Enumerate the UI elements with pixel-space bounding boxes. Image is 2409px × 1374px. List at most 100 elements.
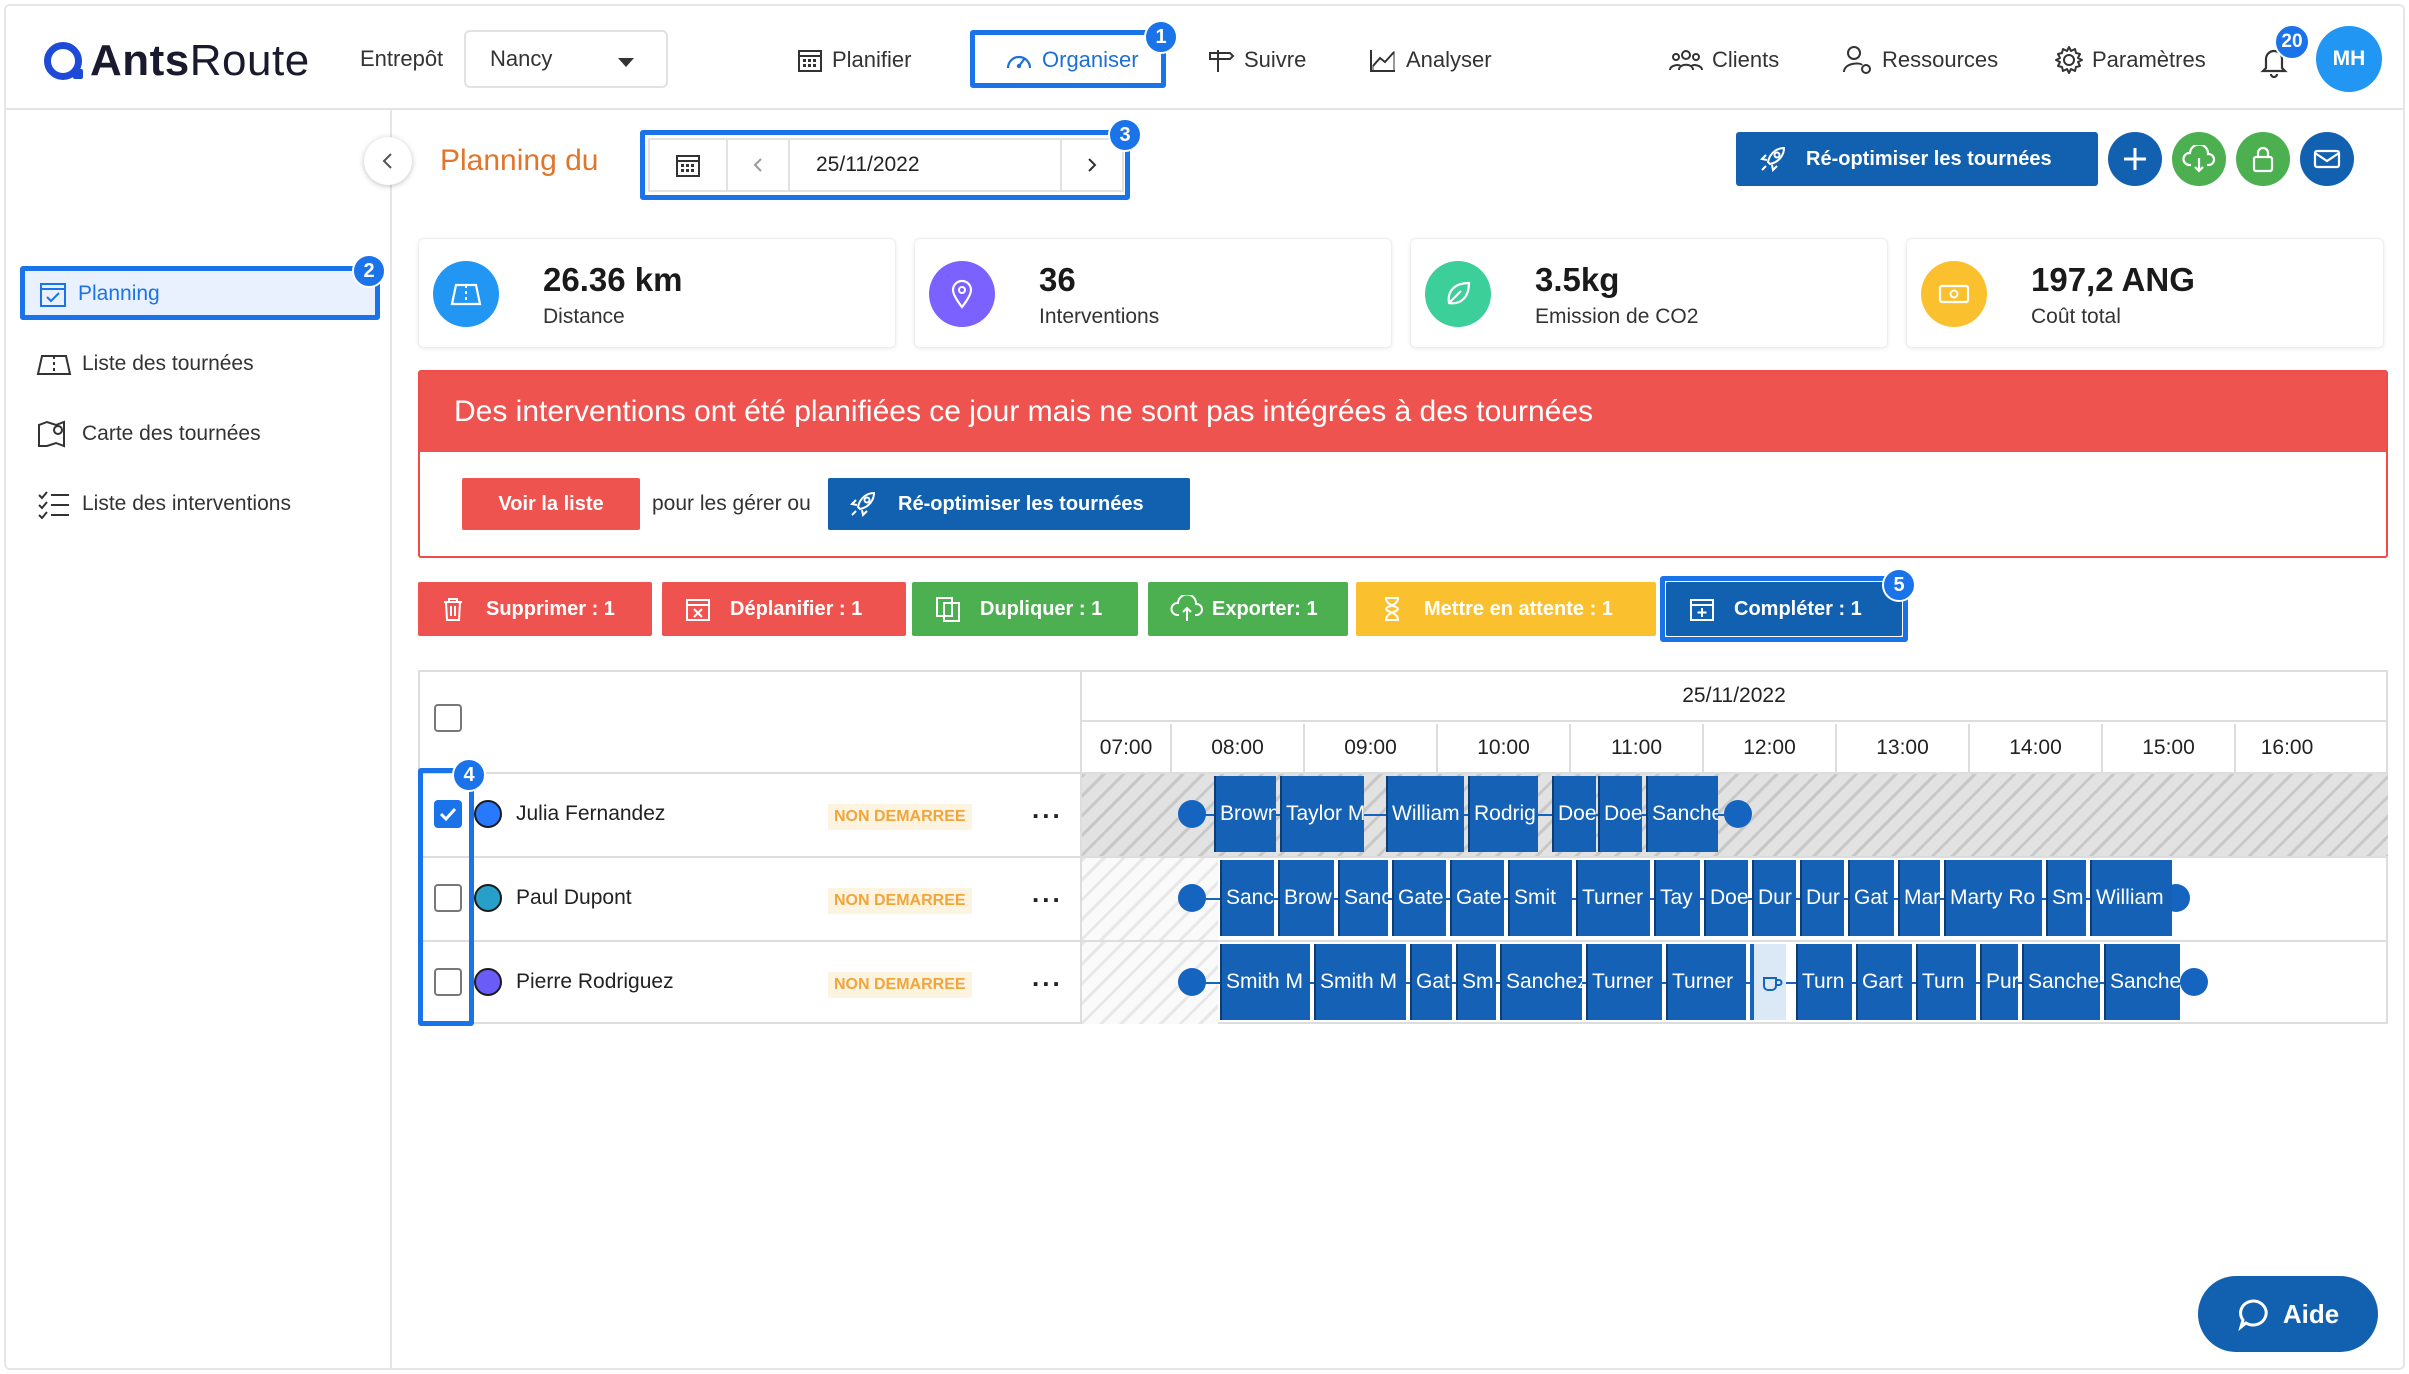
task-block[interactable]: Sanc bbox=[1220, 860, 1274, 936]
column-divider bbox=[1080, 672, 1082, 1022]
map-pin-icon bbox=[38, 420, 65, 448]
sidebar-item-route-map[interactable]: Carte des tournées bbox=[36, 414, 261, 454]
nav-planifier[interactable]: Planifier bbox=[796, 42, 911, 78]
task-block[interactable]: William bbox=[2090, 860, 2172, 936]
date-display[interactable]: 25/11/2022 bbox=[790, 140, 1062, 190]
task-block[interactable]: Sanche bbox=[2022, 944, 2100, 1020]
task-block[interactable]: Gat bbox=[1410, 944, 1452, 1020]
task-block[interactable]: Smith M bbox=[1220, 944, 1310, 1020]
collapse-sidebar-button[interactable] bbox=[364, 137, 412, 185]
chevron-left-icon bbox=[753, 158, 762, 172]
task-block[interactable]: Doe bbox=[1552, 776, 1596, 852]
row-divider bbox=[420, 772, 2386, 774]
task-block[interactable]: Smith M bbox=[1314, 944, 1406, 1020]
date-picker-button[interactable] bbox=[650, 140, 728, 190]
resource-name[interactable]: Julia Fernandez bbox=[516, 802, 666, 825]
calendar-grid-icon bbox=[798, 50, 822, 72]
resource-color-dot bbox=[474, 884, 502, 912]
add-button[interactable] bbox=[2108, 132, 2162, 186]
row-checkbox-paul[interactable] bbox=[434, 884, 462, 912]
task-block[interactable]: Tay bbox=[1654, 860, 1700, 936]
task-block[interactable]: Turner bbox=[1576, 860, 1650, 936]
task-block[interactable]: Sanche bbox=[2104, 944, 2180, 1020]
sidebar-item-route-list[interactable]: Liste des tournées bbox=[36, 344, 254, 384]
task-block[interactable]: Taylor M bbox=[1280, 776, 1364, 852]
task-block[interactable]: William bbox=[1386, 776, 1464, 852]
task-block[interactable]: Sanc bbox=[1338, 860, 1388, 936]
previous-day-button[interactable] bbox=[728, 140, 790, 190]
chat-bubble-icon bbox=[2238, 1299, 2268, 1331]
row-checkbox-julia[interactable] bbox=[434, 800, 462, 828]
nav-parametres[interactable]: Paramètres bbox=[2054, 42, 2206, 78]
more-options-icon[interactable]: ... bbox=[1032, 794, 1063, 824]
chart-icon bbox=[1370, 50, 1395, 72]
route-start-point bbox=[1178, 800, 1206, 828]
task-block[interactable]: Gate bbox=[1392, 860, 1446, 936]
highlight-box-complete bbox=[1660, 576, 1908, 642]
select-all-checkbox[interactable] bbox=[434, 704, 462, 732]
task-block[interactable]: Sm bbox=[2046, 860, 2086, 936]
task-block[interactable]: Turner bbox=[1586, 944, 1662, 1020]
view-list-button[interactable]: Voir la liste bbox=[462, 478, 640, 530]
complete-button[interactable]: Compléter : 1 bbox=[1666, 582, 1902, 636]
sidebar-item-label: Carte des tournées bbox=[82, 422, 261, 445]
export-button[interactable]: Exporter: 1 bbox=[1148, 582, 1348, 636]
help-label: Aide bbox=[2282, 1298, 2340, 1329]
timeline-hour: 10:00 bbox=[1436, 724, 1569, 772]
antsroute-logo[interactable]: AntsRoute bbox=[44, 36, 310, 86]
task-block[interactable]: Doe bbox=[1598, 776, 1642, 852]
reoptimize-routes-button[interactable]: Ré-optimiser les tournées bbox=[1736, 132, 2098, 186]
task-block[interactable]: Turn bbox=[1796, 944, 1852, 1020]
task-block[interactable]: Smit bbox=[1508, 860, 1572, 936]
task-block[interactable]: Marty Ro bbox=[1944, 860, 2042, 936]
sidebar-item-planning[interactable]: Planning bbox=[38, 274, 160, 314]
task-block[interactable]: Doe bbox=[1704, 860, 1748, 936]
put-on-hold-button[interactable]: Mettre en attente : 1 bbox=[1356, 582, 1656, 636]
duplicate-button[interactable]: Dupliquer : 1 bbox=[912, 582, 1138, 636]
nav-analyser-label: Analyser bbox=[1406, 47, 1492, 72]
task-block[interactable]: Sm bbox=[1456, 944, 1496, 1020]
help-button[interactable]: Aide bbox=[2198, 1276, 2378, 1352]
timeline-hour: 07:00 bbox=[1099, 736, 1153, 759]
more-options-icon[interactable]: ... bbox=[1032, 962, 1063, 992]
sidebar-item-interventions[interactable]: Liste des interventions bbox=[36, 484, 291, 524]
stat-label: Emission de CO2 bbox=[1535, 305, 1699, 328]
task-block[interactable]: Gart bbox=[1856, 944, 1912, 1020]
resource-name[interactable]: Paul Dupont bbox=[516, 886, 632, 909]
nav-organiser[interactable]: Organiser bbox=[1004, 42, 1139, 78]
lock-button[interactable] bbox=[2236, 132, 2290, 186]
task-block[interactable]: Mar bbox=[1898, 860, 1940, 936]
avatar[interactable]: MH bbox=[2316, 26, 2382, 92]
unplan-button[interactable]: Déplanifier : 1 bbox=[662, 582, 906, 636]
task-block[interactable]: Brown bbox=[1214, 776, 1276, 852]
delete-button[interactable]: Supprimer : 1 bbox=[418, 582, 652, 636]
task-block[interactable]: Gate bbox=[1450, 860, 1504, 936]
task-block[interactable]: Rodrig bbox=[1468, 776, 1538, 852]
alert-reoptimize-button[interactable]: Ré-optimiser les tournées bbox=[828, 478, 1190, 530]
lock-icon bbox=[2252, 146, 2274, 173]
nav-analyser[interactable]: Analyser bbox=[1368, 42, 1492, 78]
task-block[interactable]: Dur bbox=[1752, 860, 1796, 936]
date-navigator: 25/11/2022 bbox=[648, 138, 1124, 192]
task-block[interactable]: Gat bbox=[1848, 860, 1894, 936]
row-checkbox-pierre[interactable] bbox=[434, 968, 462, 996]
email-button[interactable] bbox=[2300, 132, 2354, 186]
task-block[interactable]: Sanche bbox=[1646, 776, 1718, 852]
nav-suivre[interactable]: Suivre bbox=[1206, 42, 1306, 78]
task-block[interactable]: Sanchez bbox=[1500, 944, 1582, 1020]
warehouse-select[interactable]: Nancy bbox=[464, 30, 668, 88]
next-day-button[interactable] bbox=[1062, 140, 1122, 190]
task-block[interactable]: Turn bbox=[1916, 944, 1976, 1020]
nav-ressources[interactable]: Ressources bbox=[1842, 42, 1998, 78]
cloud-download-button[interactable] bbox=[2172, 132, 2226, 186]
complete-label: Compléter : 1 bbox=[1734, 597, 1862, 620]
task-block[interactable]: Dur bbox=[1800, 860, 1844, 936]
task-block[interactable]: Turner bbox=[1666, 944, 1746, 1020]
more-options-icon[interactable]: ... bbox=[1032, 878, 1063, 908]
delete-label: Supprimer : 1 bbox=[486, 597, 615, 620]
nav-clients[interactable]: Clients bbox=[1668, 42, 1779, 78]
resource-name[interactable]: Pierre Rodriguez bbox=[516, 970, 674, 993]
reoptimize-label: Ré-optimiser les tournées bbox=[898, 492, 1144, 515]
task-block[interactable]: Brow bbox=[1278, 860, 1334, 936]
task-block[interactable]: Pur bbox=[1980, 944, 2018, 1020]
